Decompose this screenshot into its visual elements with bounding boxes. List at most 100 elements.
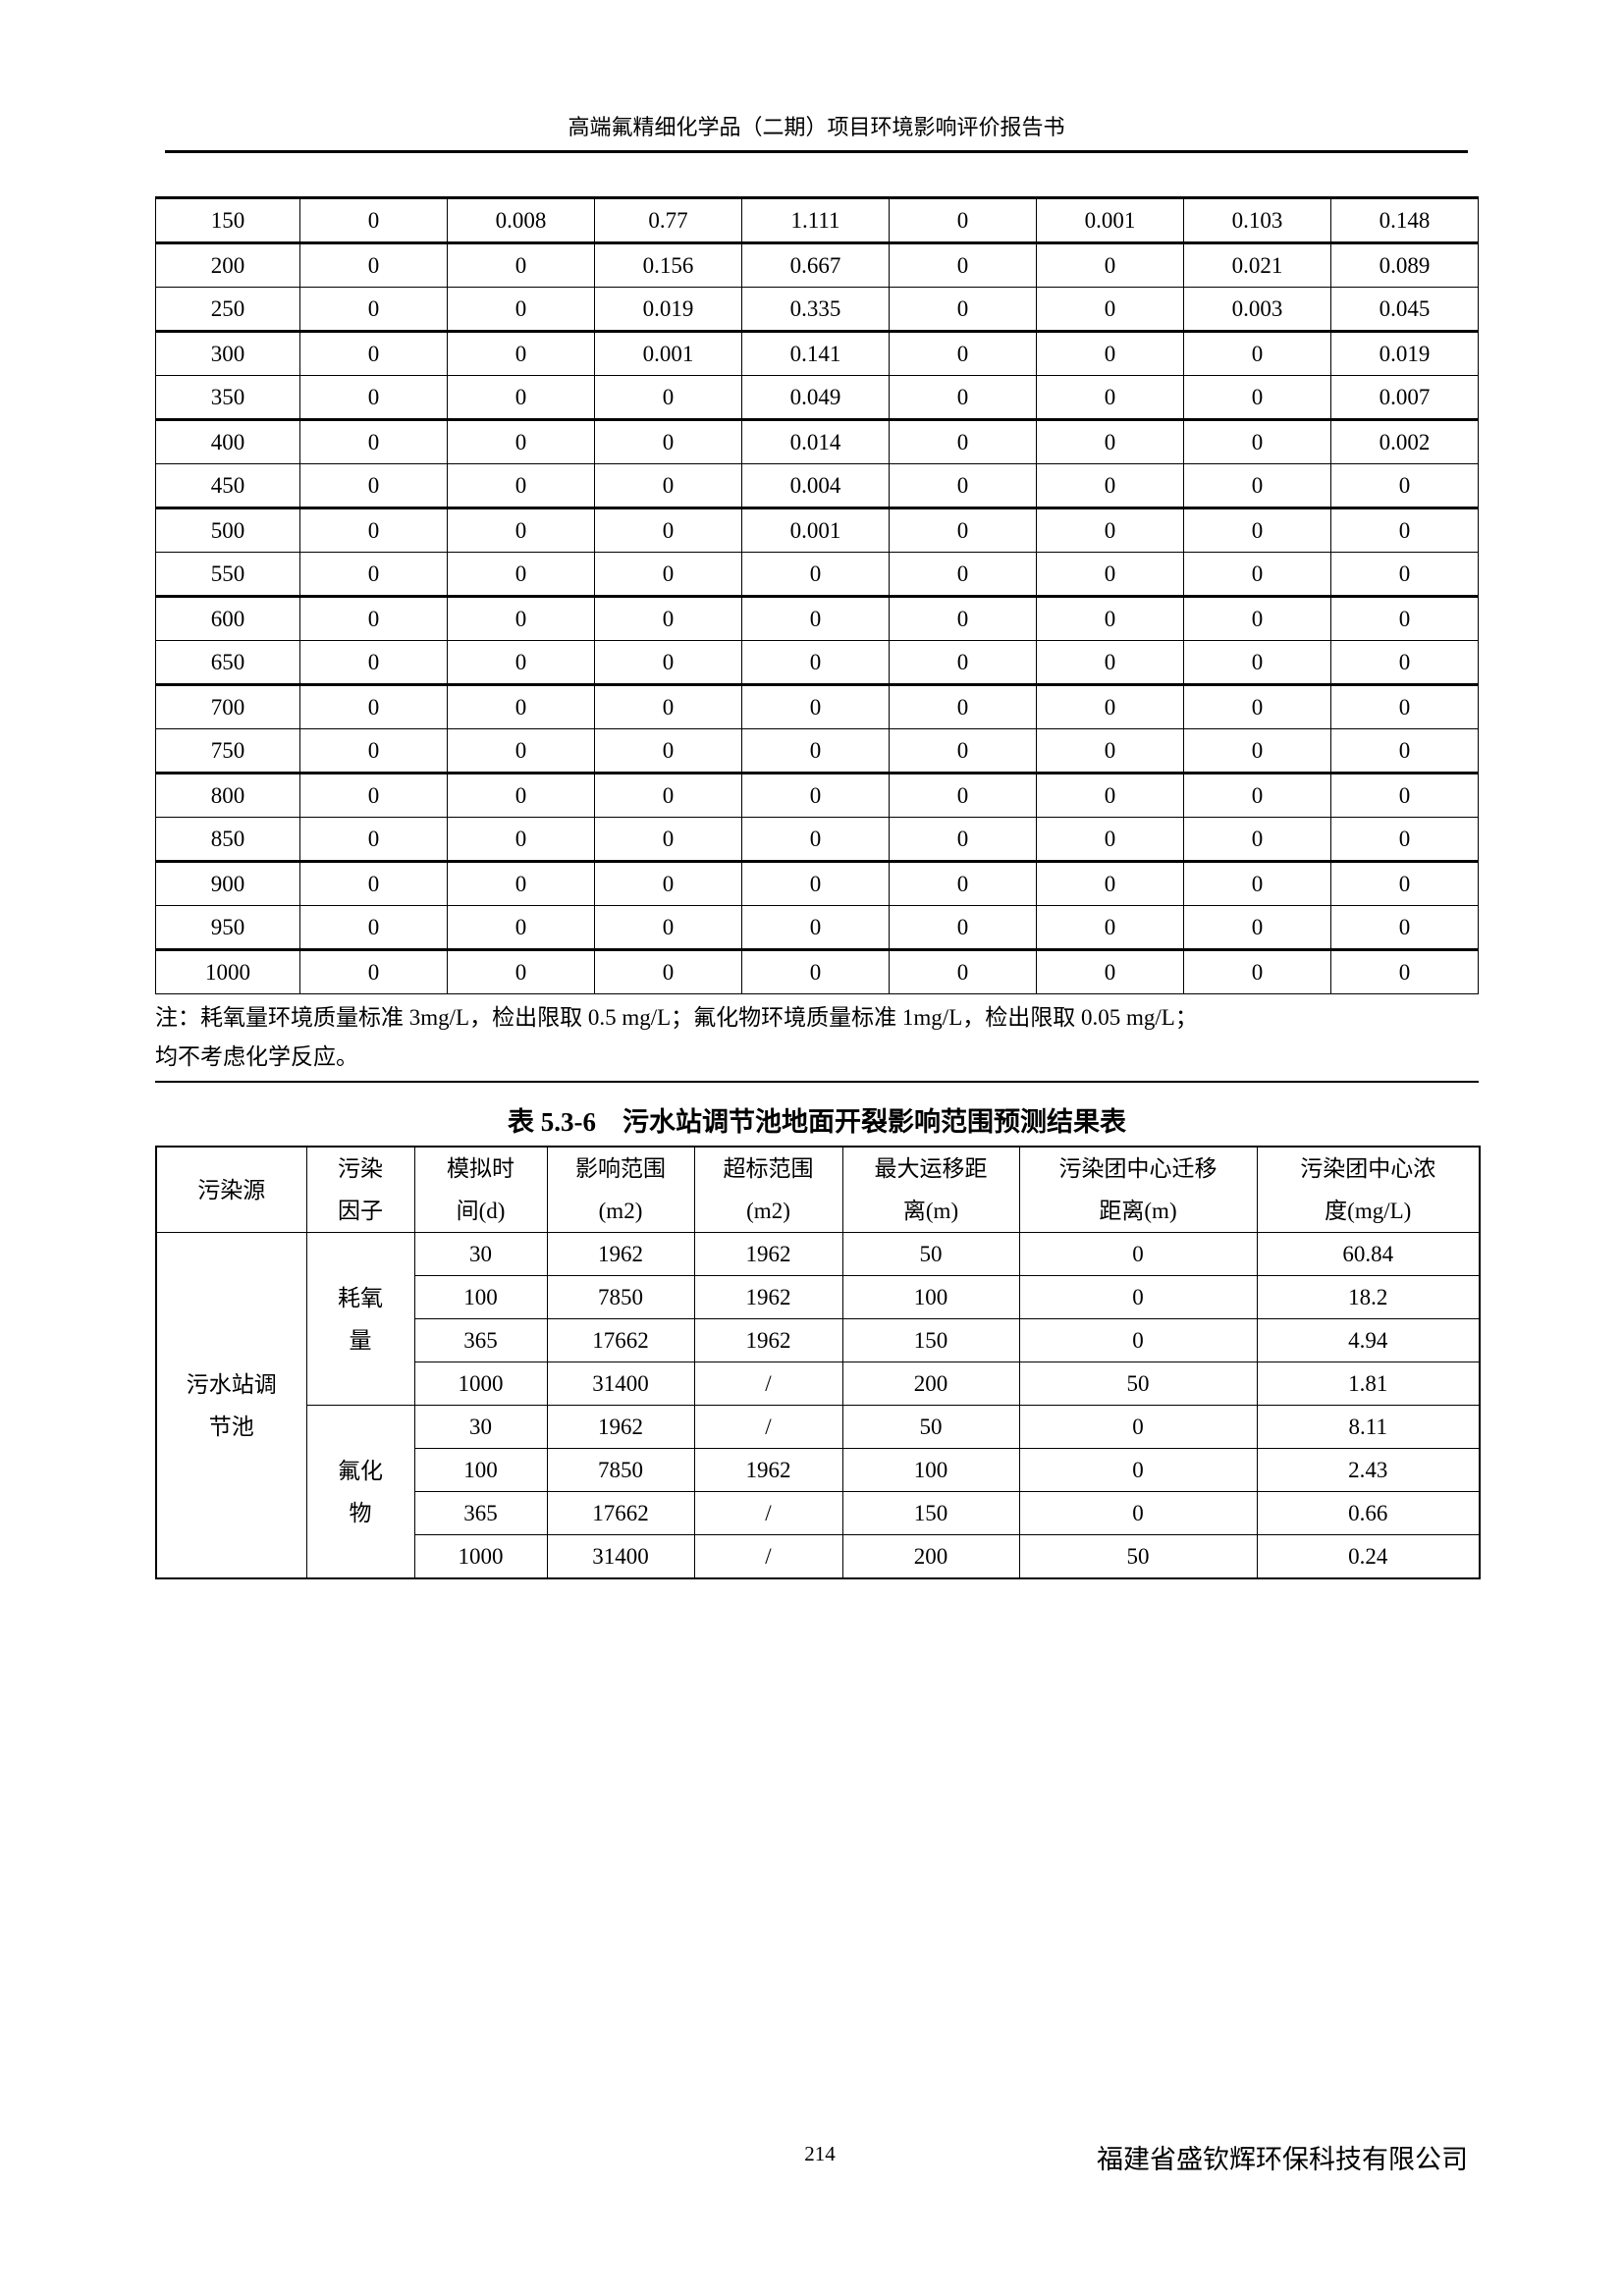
table-cell: 0.001 — [741, 507, 890, 553]
table-cell: 0 — [1018, 1405, 1258, 1449]
table-cell: 0 — [299, 905, 448, 950]
table-row: 800 0 0 0 0 0 0 0 0 — [155, 773, 1479, 818]
table-cell: 0 — [889, 287, 1037, 332]
table-cell: 0 — [741, 728, 890, 774]
column-header: 污染源 — [155, 1146, 307, 1233]
table-cell: 1962 — [693, 1318, 843, 1362]
table-cell: 0.667 — [741, 242, 890, 288]
table-cell: 0 — [447, 242, 595, 288]
column-header-line: 污染团中心迁移 — [1058, 1156, 1217, 1181]
table-cell: 0 — [299, 242, 448, 288]
table-cell: 0 — [1183, 463, 1331, 508]
table-cell: 0 — [594, 728, 742, 774]
table-cell: 7850 — [546, 1275, 695, 1319]
table-cell: 0 — [889, 507, 1037, 553]
table-cell: 7850 — [546, 1448, 695, 1492]
table-cell: 0 — [447, 640, 595, 685]
factor-cell-line: 物 — [349, 1500, 372, 1525]
table-cell: 0.008 — [447, 196, 595, 243]
table-cell: 0 — [299, 817, 448, 862]
table-cell: 0 — [447, 905, 595, 950]
table-cell: 0 — [1036, 552, 1184, 597]
factor-cell: 耗氧量 — [305, 1232, 415, 1406]
table-cell: 0.335 — [741, 287, 890, 332]
table-cell: 0 — [889, 375, 1037, 420]
table-cell: 0 — [889, 817, 1037, 862]
table-row: 250 0 0 0.019 0.335 0 0 0.003 0.045 — [155, 287, 1479, 332]
running-header: 高端氟精细化学品（二期）项目环境影响评价报告书 — [568, 115, 1065, 139]
table-cell: 800 — [155, 773, 300, 818]
table-cell: 0 — [594, 773, 742, 818]
table-cell: 2.43 — [1256, 1448, 1481, 1492]
source-cell-line: 节池 — [208, 1414, 254, 1439]
table-cell: 0.66 — [1256, 1491, 1481, 1535]
table-cell: 0 — [299, 331, 448, 376]
table-cell: 0 — [447, 287, 595, 332]
note-rule — [155, 1081, 1479, 1083]
column-header: 超标范围 (m2) — [693, 1146, 843, 1233]
table-cell: 0 — [299, 773, 448, 818]
table-cell: 0.049 — [741, 375, 890, 420]
table-row: 500 0 0 0 0.001 0 0 0 0 — [155, 507, 1479, 553]
table-cell: 0 — [299, 596, 448, 641]
table-cell: 0.77 — [594, 196, 742, 243]
column-header-line: (m2) — [598, 1199, 643, 1223]
table-cell: 300 — [155, 331, 300, 376]
table-cell: 0 — [1330, 949, 1479, 994]
table-cell: 0 — [447, 684, 595, 729]
table-cell: 0 — [447, 861, 595, 906]
column-header-line: 污染团中心浓 — [1300, 1156, 1436, 1181]
table-cell: 0.141 — [741, 331, 890, 376]
table-cell: / — [693, 1534, 843, 1579]
table-row: 1000 31400/200 50 0.24 — [156, 1534, 1481, 1579]
table-cell: 60.84 — [1256, 1232, 1481, 1276]
table-cell: 0 — [1036, 728, 1184, 774]
table-cell: 0 — [299, 949, 448, 994]
table-row: 氟化物 30 1962/50 0 8.11 — [156, 1405, 1481, 1579]
column-header-line: 距离(m) — [1099, 1199, 1177, 1223]
table-cell: 200 — [841, 1362, 1020, 1406]
table-cell: 0 — [447, 728, 595, 774]
table-row: 365 17662/150 0 0.66 — [156, 1491, 1481, 1535]
table-cell: 0 — [741, 596, 890, 641]
table-cell: 8.11 — [1256, 1405, 1481, 1449]
table-row: 300 0 0 0.001 0.141 0 0 0 0.019 — [155, 331, 1479, 376]
table-cell: 17662 — [546, 1318, 695, 1362]
table-cell: 0 — [741, 861, 890, 906]
table-cell: 100 — [413, 1448, 548, 1492]
table-cell: 0 — [1036, 773, 1184, 818]
table-cell: 0 — [447, 596, 595, 641]
column-header: 污染 因子 — [305, 1146, 415, 1233]
table-row: 350 0 0 0 0.049 0 0 0 0.007 — [155, 375, 1479, 420]
table-cell: 30 — [413, 1232, 548, 1276]
table-cell: 400 — [155, 419, 300, 464]
column-header-line: 间(d) — [456, 1199, 506, 1223]
table-cell: 0 — [447, 507, 595, 553]
table-cell: 0 — [889, 949, 1037, 994]
factor-cell-line: 耗氧 — [338, 1285, 383, 1310]
table-cell: 0 — [1036, 507, 1184, 553]
impact-range-table: 污染源 污染 因子 模拟时 间(d) 影响范围 (m2) 超标范围 (m2) 最大运移距 离(m) 污… — [155, 1146, 1481, 1579]
table-cell: 0.002 — [1330, 419, 1479, 464]
column-header-line: 影响范围 — [575, 1156, 666, 1181]
table-cell: 0 — [1183, 949, 1331, 994]
table-cell: 0 — [1036, 331, 1184, 376]
table-cell: 0.021 — [1183, 242, 1331, 288]
table-cell: / — [693, 1362, 843, 1406]
table-cell: 900 — [155, 861, 300, 906]
table-cell: 550 — [155, 552, 300, 597]
table-cell: 0 — [1183, 861, 1331, 906]
table-cell: 200 — [155, 242, 300, 288]
table-cell: 0 — [299, 375, 448, 420]
column-header-line: 污染 — [338, 1156, 383, 1181]
header-rule — [165, 150, 1468, 153]
column-header: 影响范围 (m2) — [546, 1146, 695, 1233]
table-cell: 0 — [1330, 640, 1479, 685]
table-cell: 50 — [1018, 1534, 1258, 1579]
table-cell: 0 — [741, 684, 890, 729]
table-cell: 0.103 — [1183, 196, 1331, 243]
table-cell: 0.003 — [1183, 287, 1331, 332]
table-cell: 0 — [1018, 1448, 1258, 1492]
table-cell: 1962 — [546, 1232, 695, 1276]
